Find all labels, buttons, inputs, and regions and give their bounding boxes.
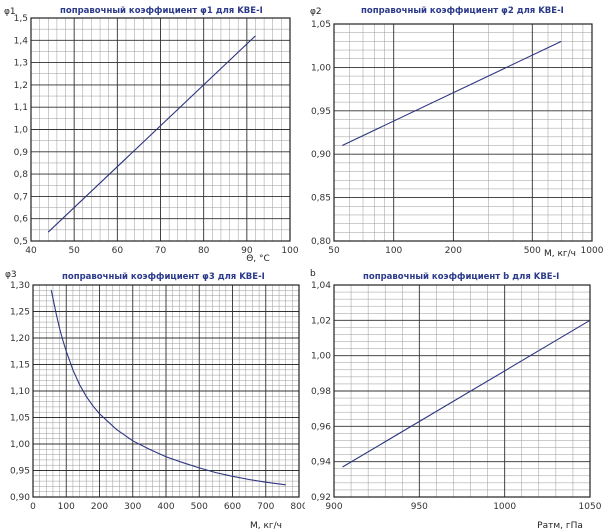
- b-plot-frame: [333, 284, 591, 498]
- phi3-x-tick-label: 800: [290, 502, 305, 512]
- phi1-x-tick-label: 50: [68, 246, 80, 256]
- phi3-x-tick-label: 500: [191, 502, 208, 512]
- phi1-y-tick-label: 0,5: [14, 237, 28, 247]
- phi2-y-tick-label: 1,05: [311, 20, 331, 30]
- phi2-x-tick-label: 50: [328, 246, 340, 256]
- b-x-tick-label: 1050: [579, 502, 602, 512]
- phi3-x-axis-label: M, кг/ч: [250, 521, 282, 531]
- phi1-x-tick-label: 100: [281, 246, 298, 256]
- phi3-y-tick-label: 1,10: [10, 387, 30, 397]
- phi2-y-tick-label: 0,90: [311, 150, 331, 160]
- phi1-y-tick-label: 1,5: [14, 14, 28, 24]
- phi1-grid: [30, 17, 291, 242]
- chart-phi2: 50 100 200 500 1000 0,80 0,85 0,90 0,95 1,00 1,05 п…: [310, 6, 604, 259]
- chart-phi3: 0 100 200 300 400 500 600 700 800 0,90 0,95 1,00 1,0…: [5, 270, 305, 531]
- phi1-y-tick-label: 1,0: [14, 126, 29, 136]
- phi3-x-tick-label: 600: [224, 502, 241, 512]
- phi1-y-tick-label: 1,4: [14, 36, 29, 46]
- b-y-tick-label: 0,96: [311, 422, 331, 432]
- phi1-x-tick-label: 90: [241, 246, 253, 256]
- phi1-y-tick-label: 0,9: [14, 148, 29, 158]
- phi2-y-tick-label: 1,00: [311, 63, 331, 73]
- phi3-x-tick-label: 0: [30, 502, 36, 512]
- phi2-y-tick-label: 0,80: [311, 237, 331, 247]
- chart-b: 900 950 1000 1050 0,92 0,94 0,96 0,98 1,00 1,02 1,…: [310, 269, 602, 531]
- phi3-x-tick-label: 300: [124, 502, 141, 512]
- b-y-tick-label: 1,02: [311, 316, 331, 326]
- phi3-x-tick-label: 200: [91, 502, 108, 512]
- phi3-x-tick-label: 100: [58, 502, 75, 512]
- b-grid: [333, 284, 591, 498]
- phi3-series-line: [50, 290, 286, 486]
- phi3-y-tick-label: 1,15: [10, 361, 30, 371]
- b-y-tick-label: 0,92: [311, 493, 331, 503]
- phi2-grid: [333, 23, 593, 242]
- b-y-axis-label: b: [310, 269, 316, 279]
- phi1-y-tick-label: 0,6: [14, 215, 29, 225]
- b-chart-title: поправочный коэффициент b для KBE-I: [363, 272, 559, 282]
- phi3-y-tick-label: 1,25: [10, 308, 30, 318]
- phi3-y-tick-label: 1,30: [10, 281, 30, 291]
- phi2-y-tick-label: 0,85: [311, 194, 331, 204]
- b-x-tick-label: 900: [325, 502, 342, 512]
- phi2-y-axis-label: φ2: [310, 7, 322, 17]
- phi3-y-tick-label: 1,20: [10, 334, 30, 344]
- b-x-tick-label: 1000: [493, 502, 516, 512]
- phi1-y-tick-label: 1,2: [14, 81, 28, 91]
- phi3-y-axis-label: φ3: [5, 270, 17, 280]
- phi1-chart-title: поправочный коэффициент φ1 для KBE-I: [60, 6, 263, 16]
- phi3-y-tick-label: 0,95: [10, 467, 30, 477]
- phi3-y-tick-label: 1,05: [10, 414, 30, 424]
- phi1-x-tick-label: 40: [25, 246, 37, 256]
- b-y-tick-label: 1,04: [311, 281, 331, 291]
- phi1-y-tick-label: 1,1: [14, 103, 28, 113]
- phi3-x-tick-label: 700: [257, 502, 274, 512]
- phi1-x-tick-label: 60: [112, 246, 124, 256]
- phi3-plot-frame: [32, 284, 300, 498]
- phi3-y-tick-label: 0,90: [10, 493, 30, 503]
- phi3-grid: [32, 284, 300, 498]
- phi1-x-tick-label: 80: [198, 246, 210, 256]
- chart-phi1: 40 50 60 70 80 90 100 0,5 0,6 0,7 0,8 0,9 1,0 1,1 1,2 1…: [4, 6, 299, 264]
- phi2-series-line: [341, 40, 562, 147]
- b-y-tick-label: 0,98: [311, 387, 331, 397]
- phi2-x-tick-label: 100: [385, 246, 402, 256]
- phi3-y-tick-label: 1,00: [10, 440, 30, 450]
- phi2-x-axis-label: M, кг/ч: [544, 249, 576, 259]
- phi1-plot-frame: [30, 17, 291, 242]
- phi2-x-tick-label: 200: [445, 246, 462, 256]
- phi2-chart-title: поправочный коэффициент φ2 для KBE-I: [361, 6, 564, 16]
- phi2-y-tick-label: 0,95: [311, 107, 331, 117]
- b-x-tick-label: 950: [411, 502, 428, 512]
- phi1-x-axis-label: Θ, °C: [246, 254, 270, 264]
- b-x-axis-label: Pатм, гПа: [537, 521, 583, 531]
- phi1-y-axis-label: φ1: [4, 7, 16, 17]
- phi1-series-line: [47, 35, 256, 233]
- phi3-chart-title: поправочный коэффициент φ3 для KBE-I: [62, 272, 265, 282]
- phi1-x-tick-label: 70: [155, 246, 167, 256]
- phi1-y-tick-label: 1,3: [14, 59, 28, 69]
- phi1-y-tick-label: 0,7: [14, 192, 28, 202]
- phi2-x-tick-label: 500: [524, 246, 541, 256]
- phi3-x-tick-label: 400: [157, 502, 174, 512]
- b-series-line: [342, 319, 591, 468]
- phi2-plot-frame: [333, 23, 593, 242]
- phi2-x-tick-label: 1000: [581, 246, 604, 256]
- phi1-y-tick-label: 0,8: [14, 170, 29, 180]
- b-y-tick-label: 0,94: [311, 458, 331, 468]
- b-y-tick-label: 1,00: [311, 352, 331, 362]
